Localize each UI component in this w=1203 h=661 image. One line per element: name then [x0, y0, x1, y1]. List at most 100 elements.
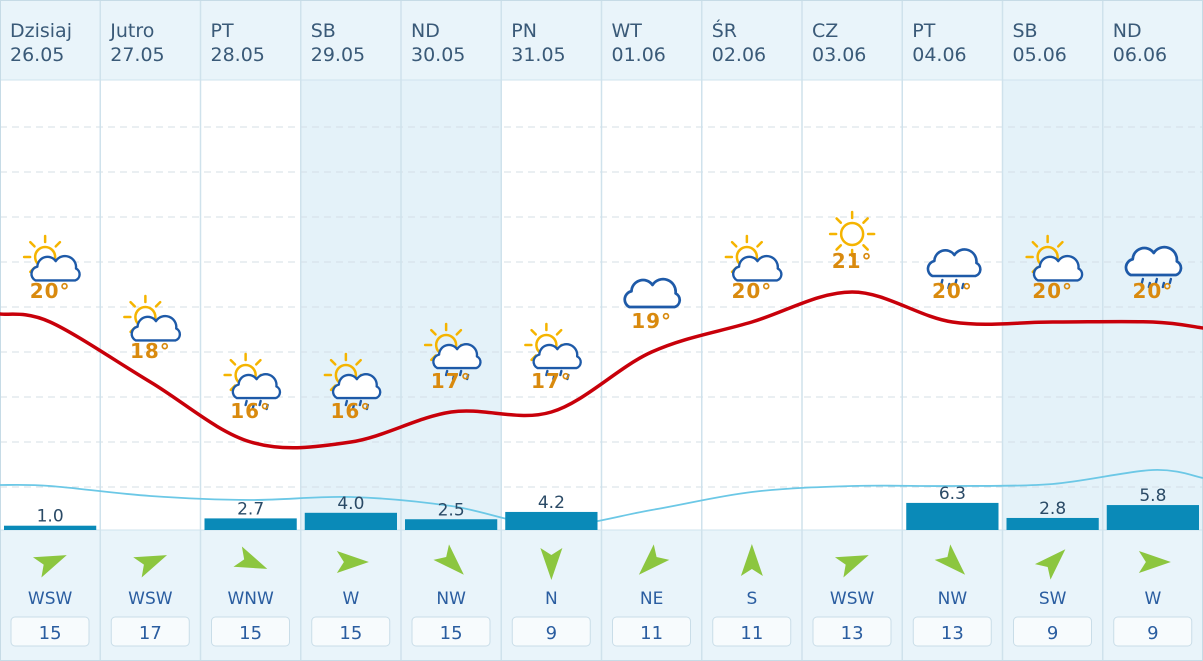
sun-cloud-rain-icon: [223, 352, 282, 411]
sun-ray: [129, 300, 137, 308]
pressure-line: [0, 469, 1203, 527]
precip-value-label: 2.5: [438, 500, 465, 520]
precip-value-label: 1.0: [37, 507, 64, 527]
weekend-column: [300, 80, 401, 530]
date-label: 05.06: [1013, 44, 1067, 66]
wind-speed-label: 17: [139, 623, 162, 644]
sun-cloud-icon: [123, 294, 182, 342]
sun-ray: [355, 358, 362, 366]
sun-ray: [329, 358, 337, 366]
rain-drop: [1161, 281, 1166, 289]
cloud-heavy-rain-icon: [1124, 245, 1183, 289]
temperature-line: [0, 290, 1203, 450]
wind-speed-box: [612, 616, 691, 647]
wind-direction-arrow-icon: [740, 544, 763, 576]
date-label: 06.06: [1113, 44, 1167, 66]
precip-value-label: 2.8: [1039, 499, 1066, 519]
date-label: 29.05: [311, 44, 365, 66]
sun-ray: [862, 217, 869, 224]
wind-speed-label: 13: [941, 623, 964, 644]
temperature-label: 20°: [932, 279, 973, 303]
sun-ray: [430, 328, 437, 336]
rain-drop: [940, 278, 944, 286]
day-name-label: SB: [311, 20, 336, 42]
temperature-label: 17°: [431, 369, 472, 393]
cloud-shape: [731, 254, 783, 282]
wind-speed-label: 9: [546, 623, 557, 644]
rain-drop: [947, 282, 951, 290]
rain-drop: [1154, 277, 1159, 285]
wind-direction-arrow-icon: [233, 546, 268, 569]
cloud-shape: [331, 373, 382, 400]
rain-drop: [251, 403, 255, 411]
rain-drop: [1140, 277, 1145, 285]
rain-drop: [358, 399, 363, 407]
rain-drop: [344, 399, 349, 407]
wind-speed-label: 13: [841, 623, 864, 644]
cloud-shape: [231, 373, 282, 400]
sun-ray: [555, 328, 563, 336]
wind-direction-label: W: [1144, 589, 1161, 609]
sun-ray: [29, 240, 36, 248]
cloud-shape: [532, 343, 582, 370]
sun-shape: [839, 221, 865, 247]
wind-direction-arrow-icon: [336, 551, 369, 573]
cloud-shape: [926, 248, 982, 278]
wind-direction-label: NW: [938, 589, 968, 609]
wind-speed-label: 9: [1147, 623, 1158, 644]
wind-speed-box: [1113, 616, 1193, 647]
rain-drop: [552, 373, 556, 381]
wind-direction-arrow-icon: [1138, 551, 1171, 573]
wind-direction-arrow-icon: [133, 555, 168, 578]
cloud-shape: [1124, 245, 1183, 277]
date-label: 02.06: [712, 44, 766, 66]
rain-drop: [954, 278, 958, 286]
rain-drop: [365, 403, 370, 411]
sun-ray: [254, 358, 262, 366]
rain-drop: [559, 369, 563, 377]
wind-speed-label: 11: [740, 623, 763, 644]
sun-cloud-rain-icon: [423, 322, 482, 381]
cloud-shape: [30, 254, 81, 282]
wind-direction-label: WNW: [227, 589, 274, 609]
wind-speed-box: [912, 616, 992, 647]
wind-direction-label: NW: [436, 589, 466, 609]
wind-speed-box: [511, 616, 591, 647]
day-name-label: Dzisiaj: [10, 20, 72, 42]
wind-speed-box: [110, 616, 190, 647]
precip-bar: [4, 525, 97, 530]
wind-direction-arrow-icon: [433, 544, 464, 575]
weekend-column: [1102, 80, 1203, 530]
sun-ray: [730, 240, 738, 248]
date-label: 28.05: [211, 44, 265, 66]
precip-bar: [1106, 505, 1199, 530]
temperature-label: 16°: [330, 399, 371, 423]
temperature-label: 16°: [230, 399, 271, 423]
wind-speed-label: 15: [239, 623, 262, 644]
date-label: 03.06: [812, 44, 866, 66]
sun-cloud-icon: [1025, 234, 1084, 282]
precip-bar: [405, 519, 498, 530]
date-label: 01.06: [612, 44, 666, 66]
wind-direction-label: SW: [1039, 589, 1067, 609]
wind-direction-label: WSW: [128, 589, 173, 609]
sun-ray: [1031, 240, 1039, 248]
temperature-label: 17°: [531, 369, 572, 393]
day-name-label: PT: [211, 20, 234, 42]
cloud-icon: [623, 277, 682, 309]
precip-value-label: 6.3: [939, 484, 966, 504]
wind-speed-label: 11: [640, 623, 663, 644]
precip-bar: [304, 512, 397, 530]
sun-ray: [835, 217, 843, 224]
day-name-label: ND: [411, 20, 440, 42]
day-name-label: PT: [912, 20, 935, 42]
temperature-label: 18°: [130, 339, 171, 363]
weekend-column: [401, 80, 502, 530]
wind-direction-label: W: [342, 589, 359, 609]
rain-drop: [1168, 277, 1173, 285]
day-name-label: CZ: [812, 20, 838, 42]
temperature-label: 21°: [832, 249, 873, 273]
temperature-label: 20°: [731, 279, 772, 303]
cloud-shape: [623, 277, 682, 309]
wind-direction-label: WSW: [830, 589, 875, 609]
